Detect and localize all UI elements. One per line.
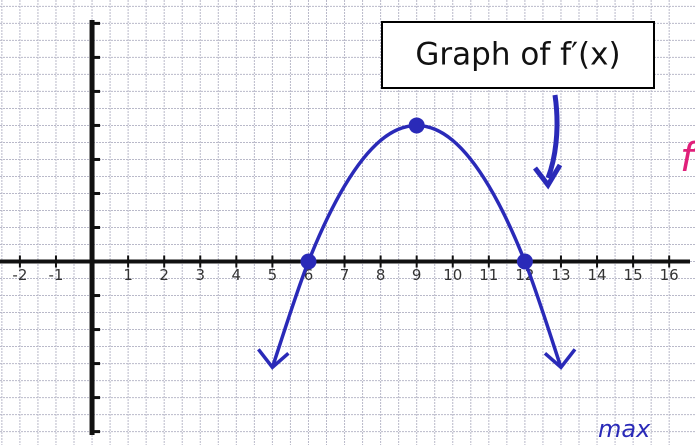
arrow-head — [257, 348, 290, 370]
x-tick-label: 8 — [376, 266, 386, 284]
point — [408, 117, 425, 134]
point — [300, 253, 317, 270]
x-tick-label: 6 — [304, 266, 314, 284]
annotation: f′( — [680, 135, 695, 181]
x-tick-label: -2 — [12, 266, 27, 284]
point — [516, 253, 533, 270]
x-tick-label: 13 — [551, 266, 570, 284]
chart-title: Graph of f′(x) — [415, 37, 620, 73]
annotation: max — [598, 415, 651, 443]
x-tick-label: -1 — [48, 266, 63, 284]
x-tick-label: 3 — [195, 266, 205, 284]
pointer-arrow-head — [533, 163, 563, 190]
x-tick-label: 16 — [660, 266, 679, 284]
x-tick-label: 5 — [268, 266, 278, 284]
arrow-head — [543, 348, 577, 370]
x-tick-label: 15 — [624, 266, 643, 284]
x-tick-label: 2 — [159, 266, 169, 284]
x-tick-label: 7 — [340, 266, 350, 284]
pointer-arrow — [545, 94, 560, 179]
title-box — [381, 21, 655, 89]
x-tick-label: 4 — [232, 266, 242, 284]
x-tick-label: 14 — [587, 266, 606, 284]
x-tick-label: 1 — [123, 266, 133, 284]
x-tick-label: 9 — [412, 266, 422, 284]
x-tick-label: 10 — [443, 266, 462, 284]
x-tick-label: 11 — [479, 266, 498, 284]
